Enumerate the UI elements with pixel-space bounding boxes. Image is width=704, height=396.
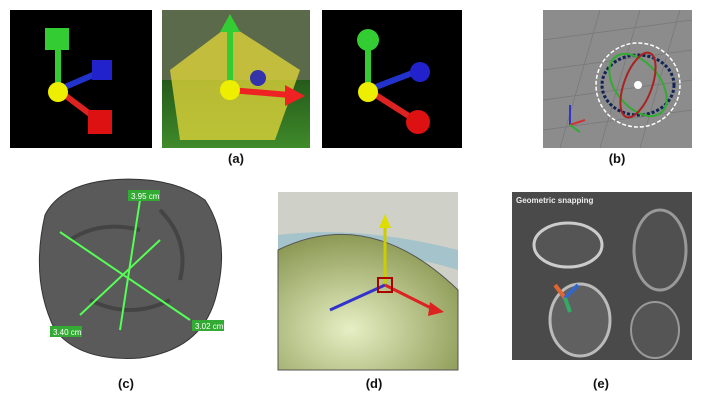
panel-label: (d) [366,376,383,391]
panel-label: (e) [593,376,609,391]
surface-gizmo-image [278,192,458,370]
measurement-label: 3.02 cm [195,322,224,331]
figure: (a) (b) 3.95 cm 3.40 cm 3.02 c [0,0,704,396]
panel-label: (a) [228,151,244,166]
panel-label: (c) [118,376,134,391]
rotation-gizmo-image [543,10,692,148]
measurement-label: 3.40 cm [53,328,82,337]
measurement-image: 3.95 cm 3.40 cm 3.02 cm [39,179,224,358]
measurement-label: 3.95 cm [131,192,160,201]
gizmo-image [10,10,152,148]
gizmo-image [322,10,462,148]
snapping-image: Geometric snapping [512,192,692,360]
panel-label: (b) [609,151,626,166]
gizmo-image [162,10,310,148]
panel-caption: Geometric snapping [516,196,593,205]
